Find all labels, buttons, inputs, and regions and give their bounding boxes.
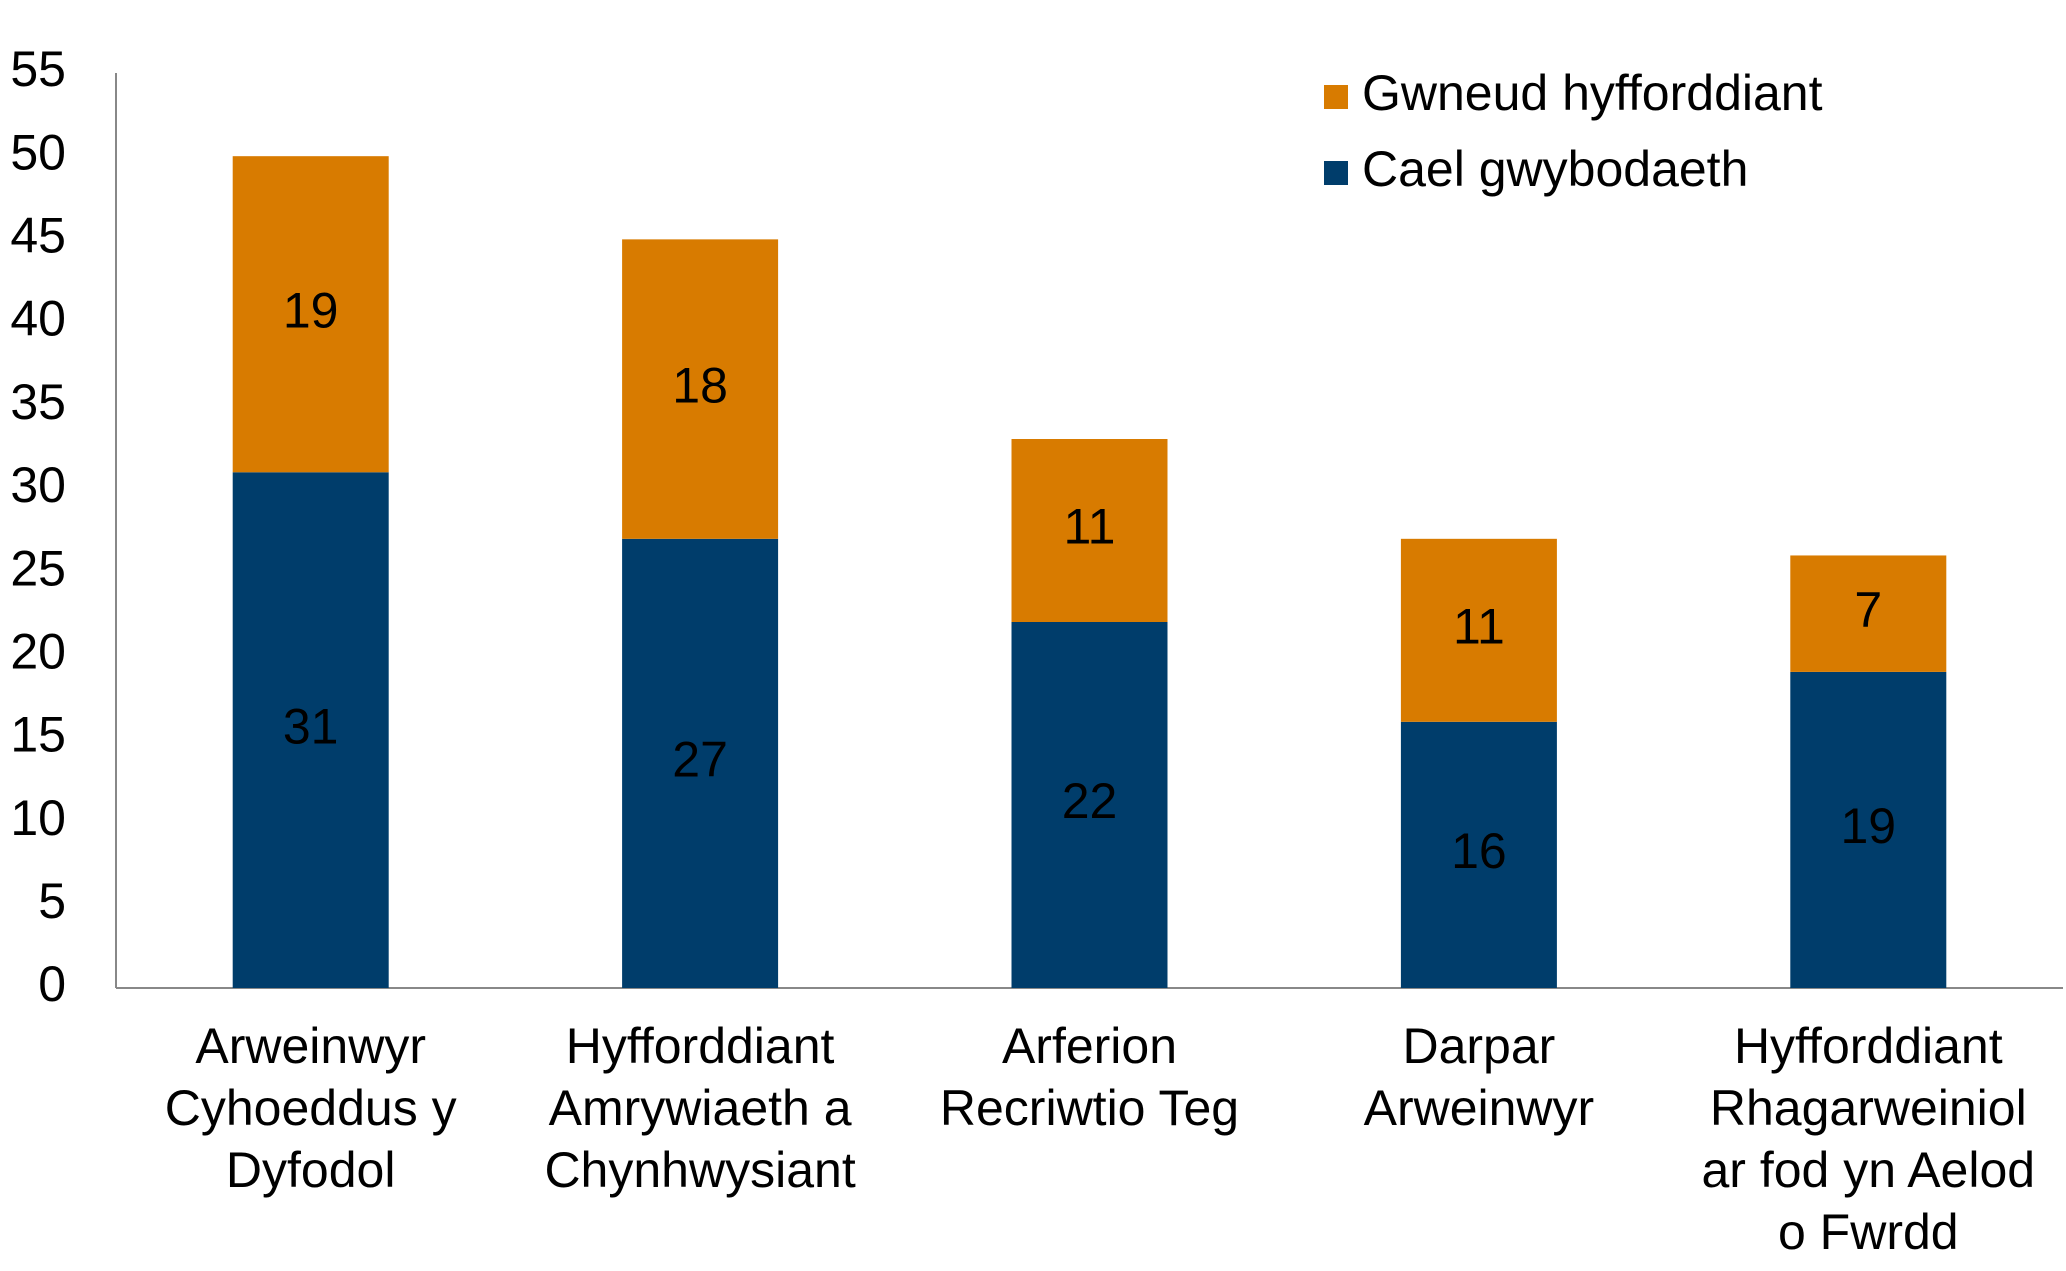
y-tick-label: 45 (10, 208, 66, 264)
y-tick-label: 5 (38, 873, 66, 929)
x-tick-label: Arferion (1002, 1018, 1177, 1074)
x-tick-label: ar fod yn Aelod (1702, 1142, 2036, 1198)
y-tick-label: 30 (10, 457, 66, 513)
y-tick-label: 0 (38, 956, 66, 1012)
value-label: 22 (1062, 773, 1118, 829)
y-tick-label: 25 (10, 540, 66, 596)
x-tick-label: Amrywiaeth a (549, 1080, 852, 1136)
value-label: 31 (283, 698, 339, 754)
value-label: 16 (1451, 823, 1507, 879)
x-tick-label: Dyfodol (226, 1142, 396, 1198)
value-label: 27 (672, 732, 728, 788)
bar-segment (232, 156, 389, 473)
value-label: 18 (672, 357, 728, 413)
y-tick-label: 15 (10, 707, 66, 763)
value-label: 11 (1064, 499, 1116, 555)
x-tick-label: Hyfforddiant (1734, 1018, 2003, 1074)
y-tick-label: 35 (10, 374, 66, 430)
bar-segment (1011, 622, 1168, 988)
legend-label: Cael gwybodaeth (1362, 141, 1748, 197)
bar-segment (1790, 555, 1947, 672)
x-tick-label: Rhagarweiniol (1710, 1080, 2027, 1136)
value-label: 19 (283, 282, 339, 338)
y-tick-label: 40 (10, 291, 66, 347)
x-tick-label: Arweinwyr (1364, 1080, 1595, 1136)
value-label: 7 (1854, 582, 1882, 638)
value-label: 11 (1453, 599, 1505, 655)
y-tick-label: 55 (10, 41, 66, 97)
bar-segment (622, 239, 779, 539)
x-tick-label: Recriwtio Teg (940, 1080, 1239, 1136)
x-tick-label: Chynhwysiant (544, 1142, 855, 1198)
y-tick-label: 50 (10, 124, 66, 180)
x-tick-label: Arweinwyr (195, 1018, 426, 1074)
legend-label: Gwneud hyfforddiant (1362, 65, 1823, 121)
y-tick-label: 20 (10, 623, 66, 679)
x-tick-label: Hyfforddiant (566, 1018, 835, 1074)
bar-segment (232, 472, 389, 989)
legend-swatch (1324, 161, 1348, 185)
x-tick-label: Cyhoeddus y (165, 1080, 457, 1136)
value-label: 19 (1840, 798, 1896, 854)
bar-segment (1400, 538, 1557, 722)
legend-swatch (1324, 85, 1348, 109)
bar-segment (1011, 439, 1168, 622)
x-tick-label: o Fwrdd (1778, 1204, 1959, 1260)
x-tick-label: Darpar (1402, 1018, 1555, 1074)
bar-segment (1400, 721, 1557, 988)
bar-segment (622, 538, 779, 988)
y-tick-label: 10 (10, 790, 66, 846)
bar-segment (1790, 671, 1947, 988)
